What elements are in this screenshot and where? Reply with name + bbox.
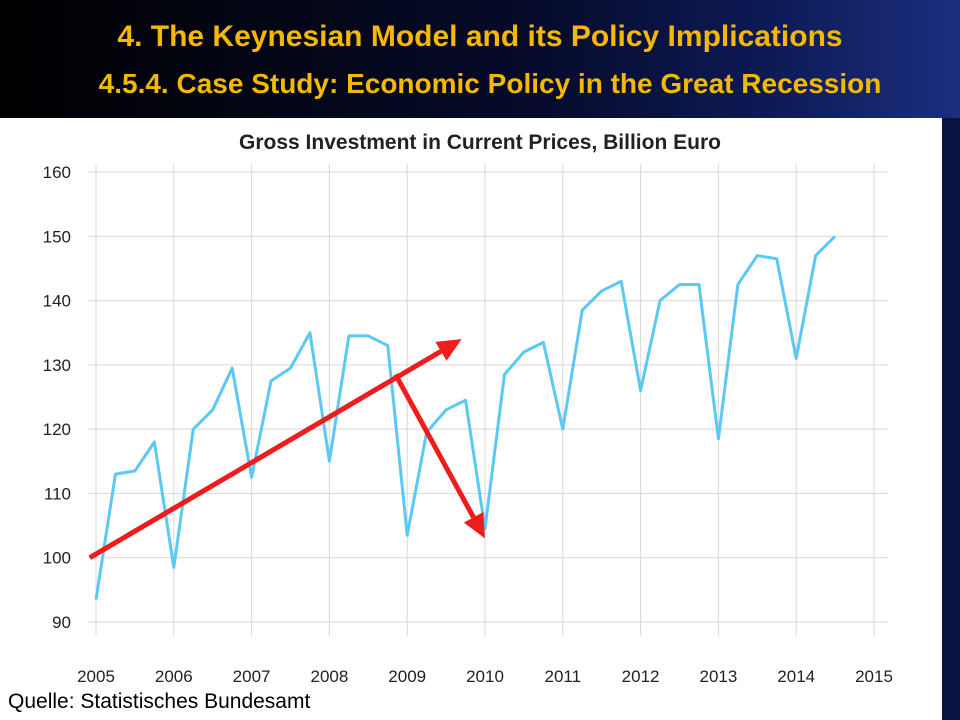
x-tick-label: 2012	[622, 667, 660, 686]
series-layer	[94, 235, 837, 600]
y-tick-label: 130	[43, 356, 71, 375]
chart-title: Gross Investment in Current Prices, Bill…	[239, 131, 721, 154]
source-note: Quelle: Statistisches Bundesamt	[8, 690, 311, 713]
line-chart: 90 100 110 120 130 140 150 160 2005 2006 2007 2008…	[43, 163, 893, 686]
slide-title: 4. The Keynesian Model and its Policy Im…	[117, 20, 843, 53]
y-tick-label: 110	[44, 484, 71, 503]
x-tick-label: 2008	[310, 667, 348, 686]
x-tick-label: 2015	[855, 667, 893, 686]
x-tick-label: 2007	[233, 667, 271, 686]
arrow-shaft	[88, 349, 443, 560]
arrow-annotations	[88, 339, 485, 560]
x-tick-label: 2013	[699, 667, 737, 686]
grid	[88, 164, 888, 636]
arrow-head	[435, 339, 462, 361]
arrow-shaft	[393, 373, 476, 519]
y-tick-label: 120	[43, 420, 71, 439]
x-tick-label: 2010	[466, 667, 504, 686]
x-tick-label: 2005	[77, 667, 115, 686]
y-tick-label: 160	[43, 163, 71, 182]
y-axis-ticks: 90 100 110 120 130 140 150 160	[43, 163, 71, 632]
y-tick-label: 150	[43, 227, 71, 246]
header-banner: 4. The Keynesian Model and its Policy Im…	[0, 0, 960, 118]
y-tick-label: 90	[52, 613, 71, 632]
x-axis-ticks: 2005 2006 2007 2008 2009 2010 2011 2012 2013 2014…	[77, 667, 893, 686]
arrow-head	[463, 512, 485, 539]
series-line	[94, 235, 837, 600]
right-edge-bar	[942, 118, 960, 720]
x-tick-label: 2014	[777, 667, 815, 686]
y-tick-label: 100	[43, 549, 71, 568]
x-tick-label: 2009	[388, 667, 426, 686]
x-tick-label: 2011	[545, 667, 582, 686]
x-tick-label: 2006	[155, 667, 193, 686]
y-tick-label: 140	[43, 292, 71, 311]
slide-subtitle: 4.5.4. Case Study: Economic Policy in th…	[98, 68, 882, 99]
